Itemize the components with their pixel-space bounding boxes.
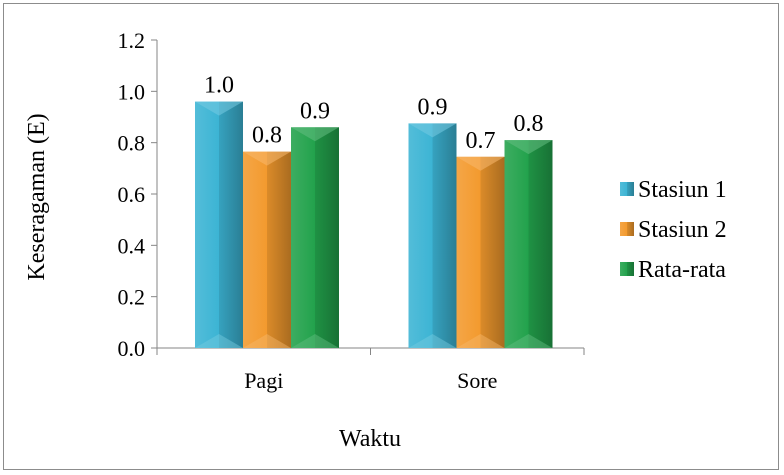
y-tick-label: 0.0	[118, 336, 146, 361]
legend-label: Rata-rata	[638, 257, 726, 283]
legend-swatch	[620, 222, 634, 236]
chart-frame	[3, 3, 779, 470]
data-label: 0.8	[252, 123, 282, 149]
y-tick-label: 1.0	[118, 79, 146, 104]
legend-swatch	[620, 182, 634, 196]
x-axis: Pagi Sore	[156, 347, 585, 393]
y-axis: 0.0 0.2 0.4 0.6 0.8 1.0 1.2	[118, 28, 158, 361]
y-tick-label: 0.4	[118, 233, 146, 258]
bar	[504, 140, 553, 348]
data-label: 0.9	[418, 94, 448, 120]
legend-label: Stasiun 1	[638, 177, 727, 203]
data-labels: 1.0 0.8 0.9 0.9 0.7 0.8	[204, 73, 544, 154]
bar	[291, 127, 339, 349]
legend-swatch	[620, 262, 634, 276]
x-tick-label: Pagi	[244, 368, 283, 393]
x-tick-label: Sore	[457, 368, 497, 393]
legend-item: Stasiun 2	[620, 217, 727, 243]
bars	[195, 101, 553, 349]
data-label: 0.7	[466, 128, 496, 154]
data-label: 0.9	[300, 98, 330, 124]
bar	[243, 151, 291, 348]
y-tick-label: 0.2	[118, 285, 146, 310]
y-tick-label: 0.8	[118, 131, 146, 156]
bar	[456, 156, 505, 348]
y-tick-label: 1.2	[118, 28, 146, 53]
data-label: 0.8	[514, 111, 544, 137]
bar	[195, 101, 243, 348]
legend-item: Rata-rata	[620, 257, 726, 283]
legend-item: Stasiun 1	[620, 177, 727, 203]
legend: Stasiun 1 Stasiun 2 Rata-rata	[620, 177, 727, 283]
legend-label: Stasiun 2	[638, 217, 727, 243]
x-axis-title: Waktu	[339, 426, 401, 452]
y-axis-title: Keseragaman (E)	[24, 113, 50, 280]
data-label: 1.0	[204, 73, 234, 99]
y-tick-label: 0.6	[118, 182, 146, 207]
bar	[408, 123, 457, 349]
